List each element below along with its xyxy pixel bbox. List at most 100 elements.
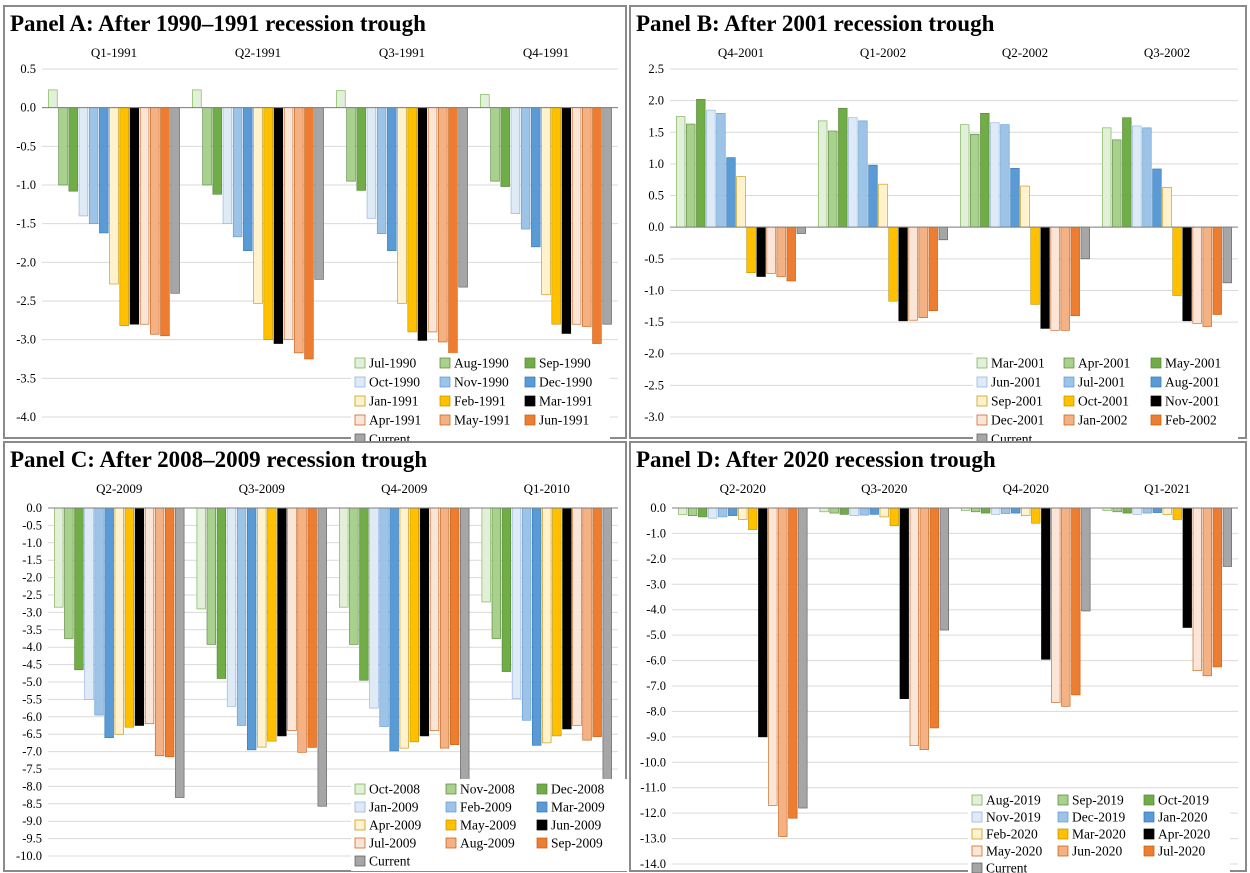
bar <box>531 107 541 248</box>
bar <box>247 507 257 751</box>
bar <box>109 107 119 285</box>
bar <box>928 226 938 311</box>
legend-swatch <box>1143 794 1155 806</box>
bar <box>1060 226 1070 331</box>
bar <box>212 107 222 195</box>
category-label: Q4-2020 <box>1003 481 1049 496</box>
bar <box>88 107 99 224</box>
bar <box>716 112 726 228</box>
bar <box>1172 226 1182 296</box>
legend-label: Apr-1991 <box>369 413 421 428</box>
bar <box>686 123 696 228</box>
legend-label: Jan-2002 <box>1078 413 1128 428</box>
bar <box>532 507 542 746</box>
category-label: Q3-1991 <box>379 45 425 60</box>
legend-swatch <box>445 837 457 849</box>
bar <box>54 507 64 608</box>
bar <box>818 120 828 228</box>
legend-label: Feb-1991 <box>454 394 506 409</box>
bar <box>869 507 879 515</box>
bar <box>192 89 202 108</box>
bar <box>819 507 829 513</box>
legend-label: Jul-2001 <box>1078 375 1125 390</box>
category-label: Q2-2009 <box>96 481 142 496</box>
bar <box>592 507 602 737</box>
y-tick-label: 1.5 <box>648 125 664 139</box>
bar <box>369 507 379 709</box>
panel-title: Panel B: After 2001 recession trough <box>636 11 995 36</box>
legend-swatch <box>1057 811 1069 823</box>
bar <box>592 107 602 344</box>
legend-label: Aug-1990 <box>454 356 509 371</box>
bar <box>253 107 263 304</box>
bar <box>888 226 898 302</box>
legend-label: Dec-2008 <box>551 782 604 797</box>
bar <box>339 507 349 608</box>
bar <box>202 107 212 186</box>
bar <box>170 107 180 294</box>
legend-swatch <box>976 395 988 407</box>
legend-label: Oct-2008 <box>369 782 420 797</box>
bar <box>304 107 314 360</box>
y-tick-label: 1.0 <box>648 157 664 171</box>
bar <box>307 507 317 748</box>
bar <box>1202 507 1212 677</box>
y-tick-label: -10.0 <box>16 849 42 863</box>
legend-label: Jan-1991 <box>369 394 419 409</box>
bar <box>359 507 369 681</box>
bar <box>990 122 1000 228</box>
bar <box>758 507 768 738</box>
legend-swatch <box>976 414 988 426</box>
bar <box>379 507 389 727</box>
bar <box>898 226 908 322</box>
legend-swatch <box>1143 845 1155 857</box>
legend-label: Oct-1990 <box>369 375 420 390</box>
legend-label: Mar-2009 <box>551 800 605 815</box>
bar <box>1030 226 1040 305</box>
legend-swatch <box>445 819 457 831</box>
legend-swatch <box>354 414 366 426</box>
bar <box>236 507 247 726</box>
legend-swatch <box>354 837 366 849</box>
y-tick-label: 2.5 <box>648 62 664 76</box>
category-label: Q2-2002 <box>1002 45 1048 60</box>
bar <box>407 107 417 333</box>
legend-swatch <box>439 376 451 388</box>
legend-label: Jul-1990 <box>369 356 417 371</box>
bar <box>1001 507 1011 514</box>
bar <box>708 507 718 519</box>
bar <box>257 507 267 748</box>
bar <box>839 507 849 515</box>
legend-label: Aug-2019 <box>986 793 1041 808</box>
bar <box>1080 226 1090 260</box>
y-tick-label: -10.0 <box>640 755 666 769</box>
legend-label: Jan-2009 <box>369 800 419 815</box>
y-tick-label: -9.5 <box>22 832 42 846</box>
bar <box>491 507 501 639</box>
legend-background <box>351 779 628 871</box>
bar <box>980 112 990 228</box>
y-tick-label: -6.0 <box>22 710 42 724</box>
legend-swatch <box>439 357 451 369</box>
legend-swatch <box>971 862 983 873</box>
y-tick-label: 0.0 <box>20 101 36 115</box>
bar <box>1162 507 1172 515</box>
y-tick-label: -8.0 <box>646 704 666 718</box>
legend-label: Sep-1990 <box>539 356 591 371</box>
legend-label: Current <box>986 861 1027 873</box>
panel-title: Panel C: After 2008–2009 recession troug… <box>10 447 427 472</box>
legend-label: Current <box>369 854 410 869</box>
bar <box>521 507 532 721</box>
y-tick-label: -12.0 <box>640 806 666 820</box>
bar <box>1040 226 1050 329</box>
bar <box>500 107 510 187</box>
legend-label: Jul-2020 <box>1158 844 1206 859</box>
legend-swatch <box>536 783 548 795</box>
panel-a: Panel A: After 1990–1991 recession troug… <box>3 5 627 450</box>
legend-label: Apr-2001 <box>1078 356 1130 371</box>
legend-label: Nov-1990 <box>454 375 509 390</box>
bar <box>991 507 1001 515</box>
bar <box>216 507 227 679</box>
legend: Aug-2019 Sep-2019 Oct-2019 Nov-2019 Dec-2019… <box>968 790 1230 873</box>
y-tick-label: -13.0 <box>640 832 666 846</box>
